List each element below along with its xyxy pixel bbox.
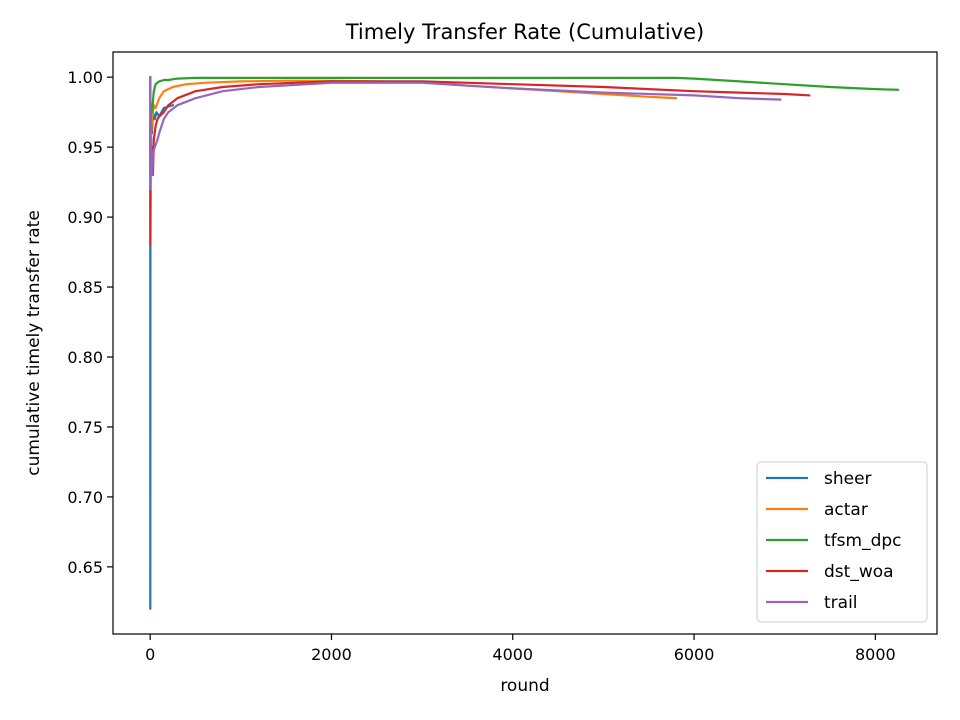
y-axis: 0.65 0.70 0.75 0.80 0.85 0.90 0.95 1.00	[67, 68, 113, 577]
y-axis-title: cumulative timely transfer rate	[24, 210, 44, 476]
y-tick-label: 0.90	[67, 208, 103, 227]
y-tick-label: 1.00	[67, 68, 103, 87]
y-tick-label: 0.85	[67, 278, 103, 297]
chart-title: Timely Transfer Rate (Cumulative)	[345, 20, 705, 44]
x-axis: 0 2000 4000 6000 8000	[145, 634, 896, 664]
x-axis-title: round	[500, 676, 549, 696]
legend-box	[756, 461, 928, 623]
legend-label-tfsm-dpc: tfsm_dpc	[824, 531, 902, 551]
y-tick-label: 0.75	[67, 418, 103, 437]
series-line-trail	[149, 76, 782, 191]
x-tick-label: 0	[145, 645, 155, 664]
legend-label-actar: actar	[824, 500, 868, 520]
x-tick-label: 2000	[311, 645, 352, 664]
y-tick-label: 0.65	[67, 558, 103, 577]
x-tick-label: 4000	[492, 645, 533, 664]
series-line-tfsm-dpc	[149, 76, 900, 135]
y-tick-label: 0.95	[67, 138, 103, 157]
legend-label-trail: trail	[824, 593, 858, 613]
plot-area	[149, 76, 900, 610]
y-tick-label: 0.80	[67, 348, 103, 367]
x-tick-label: 6000	[674, 645, 715, 664]
plot-frame	[112, 51, 938, 635]
x-tick-label: 8000	[855, 645, 896, 664]
y-tick-label: 0.70	[67, 488, 103, 507]
legend-label-dst-woa: dst_woa	[824, 562, 894, 582]
legend-label-sheer: sheer	[824, 469, 872, 489]
